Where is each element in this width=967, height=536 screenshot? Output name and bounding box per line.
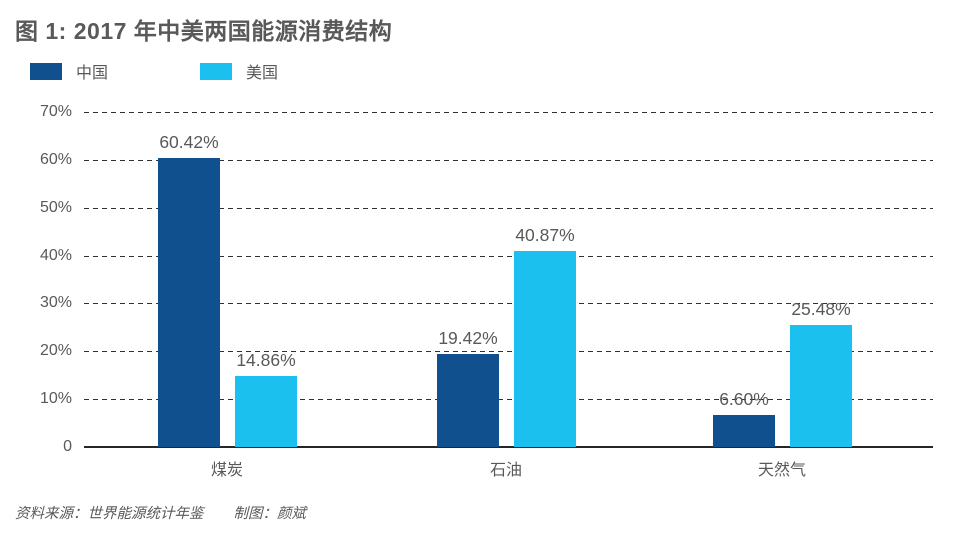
bar — [158, 158, 220, 447]
source-text: 资料来源：世界能源统计年鉴 — [15, 506, 204, 522]
gridline — [84, 256, 933, 257]
gridline — [84, 351, 933, 352]
x-axis-category-label: 煤炭 — [210, 462, 244, 479]
bar — [790, 325, 852, 447]
chart-legend: 中国 美国 — [0, 59, 967, 83]
bar-value-label: 14.86% — [236, 350, 296, 370]
legend-label: 美国 — [246, 65, 279, 82]
bar-value-label: 6.60% — [719, 389, 769, 409]
y-axis-tick-label: 60% — [39, 151, 72, 168]
x-axis-line — [84, 446, 933, 448]
x-axis-category-label: 石油 — [489, 462, 523, 479]
legend-swatch — [200, 62, 232, 80]
gridline — [84, 112, 933, 113]
gridline — [84, 208, 933, 209]
y-axis-tick-label: 40% — [39, 247, 72, 264]
bar-value-label: 19.42% — [438, 328, 498, 348]
x-axis-category-label: 天然气 — [757, 462, 807, 479]
legend-label: 中国 — [76, 65, 109, 82]
chart-title: 图 1: 2017 年中美两国能源消费结构 — [15, 18, 393, 44]
bar-value-label: 25.48% — [791, 299, 851, 319]
bar — [235, 376, 297, 447]
author-text: 制图：颜斌 — [233, 506, 307, 522]
bar — [713, 415, 775, 447]
y-axis-tick-label: 30% — [39, 294, 72, 311]
chart-footer: 资料来源：世界能源统计年鉴 制图：颜斌 — [15, 502, 306, 523]
gridline — [84, 399, 933, 400]
legend-swatch — [30, 62, 62, 80]
gridline — [84, 160, 933, 161]
y-axis-tick-label: 0 — [63, 438, 72, 455]
y-axis-tick-label: 70% — [39, 103, 72, 120]
y-axis-tick-label: 10% — [39, 390, 72, 407]
bar — [437, 354, 499, 447]
bar — [514, 251, 576, 447]
legend-item: 美国 — [200, 59, 278, 83]
y-axis-tick-label: 20% — [39, 342, 72, 359]
bar-value-label: 40.87% — [515, 225, 575, 245]
bar-value-label: 60.42% — [159, 132, 219, 152]
gridline — [84, 303, 933, 304]
y-axis-tick-label: 50% — [39, 199, 72, 216]
legend-item: 中国 — [30, 59, 108, 83]
